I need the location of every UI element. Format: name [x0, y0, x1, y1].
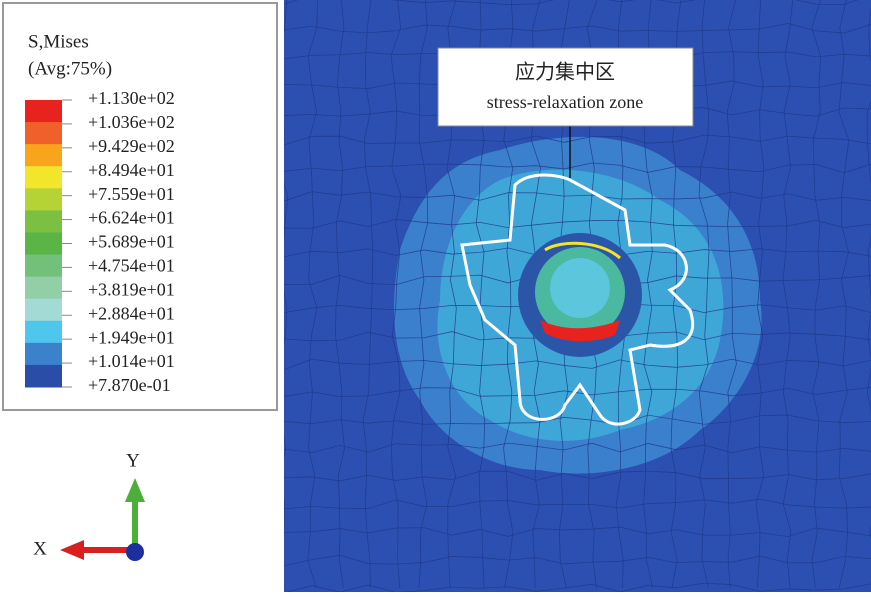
- color-band: [25, 364, 62, 388]
- mesh-line: [284, 470, 871, 482]
- legend-label: +1.949e+01: [88, 327, 175, 347]
- legend-label: +2.884e+01: [88, 303, 175, 323]
- legend-label: +7.870e-01: [88, 375, 171, 395]
- mesh-line: [284, 414, 871, 426]
- color-band: [25, 232, 62, 256]
- mesh-line: [284, 0, 289, 535]
- hole-center: [550, 258, 610, 318]
- legend-label: +7.559e+01: [88, 184, 175, 204]
- mesh-line: [284, 23, 871, 34]
- zone-outline: [460, 173, 695, 426]
- color-band: [25, 144, 62, 167]
- mesh-line: [284, 191, 871, 202]
- axis-triad: Y X: [33, 450, 145, 561]
- y-label: Y: [126, 450, 140, 471]
- mesh-line: [284, 162, 871, 174]
- mesh-line: [418, 0, 428, 589]
- color-band: [25, 166, 62, 189]
- legend-label: +8.494e+01: [88, 160, 175, 180]
- color-band: [25, 276, 62, 300]
- mesh-line: [307, 0, 319, 589]
- color-band: [25, 210, 62, 233]
- annotation-subtitle: stress-relaxation zone: [487, 92, 643, 112]
- legend-label: +5.689e+01: [88, 232, 175, 252]
- legend-label: +1.014e+01: [88, 351, 175, 371]
- mesh-line: [284, 526, 871, 538]
- hot-spot: [540, 320, 620, 342]
- y-arrow-head: [125, 478, 145, 502]
- annotation-title: 应力集中区: [515, 61, 615, 84]
- mesh-line: [811, 0, 822, 589]
- legend-label: +1.036e+02: [88, 112, 175, 132]
- color-bar: +1.130e+02 +1.036e+02 +9.429e+02 +8.494e+01…: [25, 88, 175, 395]
- color-band: [25, 188, 62, 211]
- color-band: [25, 254, 62, 278]
- mesh-view: 应力集中区 stress-relaxation zone: [284, 0, 871, 592]
- mesh-line: [838, 0, 850, 589]
- color-band: [25, 342, 62, 366]
- color-band: [25, 320, 62, 344]
- color-band: [25, 122, 62, 145]
- mesh-line: [390, 0, 402, 589]
- annotation-box: [437, 47, 694, 127]
- legend-title: S,Mises: [28, 31, 89, 52]
- mesh-line: [284, 134, 871, 146]
- legend-label: +4.754e+01: [88, 256, 175, 276]
- mesh-line: [726, 0, 737, 589]
- mesh-line: [284, 358, 871, 371]
- mesh-line: [284, 554, 871, 567]
- color-band: [25, 100, 62, 123]
- color-band: [25, 298, 62, 322]
- mesh-line: [698, 0, 710, 589]
- mesh-line: [284, 498, 871, 510]
- x-label: X: [33, 538, 47, 559]
- mesh-line: [335, 0, 345, 589]
- z-dot: [126, 543, 144, 561]
- legend-label: +9.429e+02: [88, 136, 175, 156]
- mesh-line: [284, 442, 871, 454]
- mesh-line: [755, 0, 765, 589]
- legend-label: +1.130e+02: [88, 88, 175, 108]
- mesh-line: [284, 386, 871, 397]
- legend-label: +3.819e+01: [88, 279, 175, 299]
- x-arrow-head: [60, 540, 84, 560]
- mesh-line: [284, 218, 871, 229]
- legend-subtitle: (Avg:75%): [28, 58, 112, 79]
- hot-ring: [544, 241, 622, 260]
- legend-label: +6.624e+01: [88, 208, 175, 228]
- mesh-line: [285, 582, 871, 592]
- mesh-line: [362, 0, 374, 589]
- mesh-line: [782, 0, 794, 589]
